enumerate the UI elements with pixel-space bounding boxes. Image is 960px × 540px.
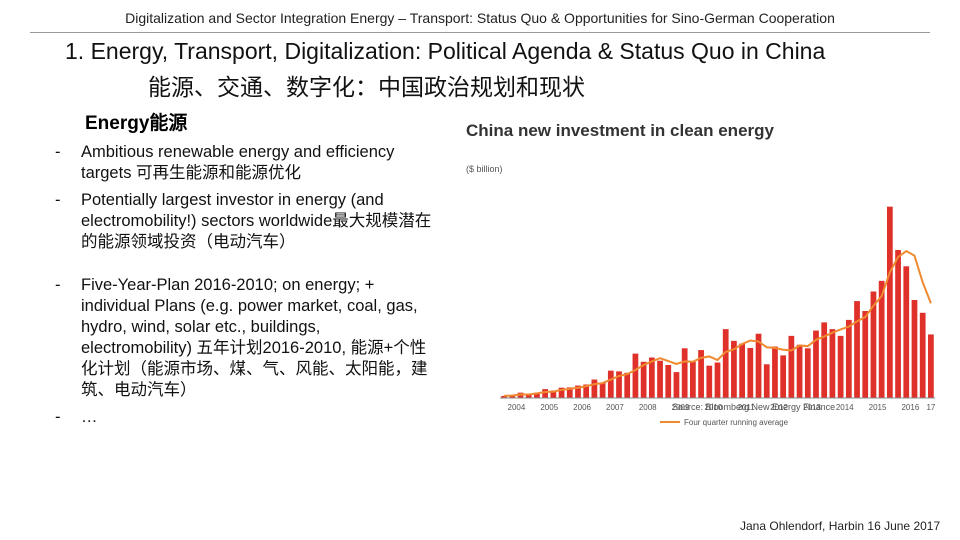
x-tick-label: 2007 <box>606 403 624 412</box>
bullet: … <box>55 407 435 428</box>
bar <box>665 364 672 398</box>
bar <box>509 395 516 398</box>
running-average-line <box>504 249 932 397</box>
bar <box>911 300 918 398</box>
bullet: Five-Year-Plan 2016-2010; on energy; + i… <box>55 275 435 401</box>
bar <box>903 266 910 398</box>
bar <box>870 291 877 398</box>
x-tick-label: 2011 <box>738 403 756 412</box>
x-tick-label: 2012 <box>770 403 788 412</box>
bar <box>657 360 663 398</box>
chart-source: Source: Bloomberg New Energy Finance <box>672 402 835 412</box>
legend-label: Four quarter running average <box>684 418 789 427</box>
bar <box>640 361 647 398</box>
bar <box>739 343 745 398</box>
bar <box>837 335 844 398</box>
bar <box>821 322 828 398</box>
chart-subtitle: ($ billion) <box>466 164 503 174</box>
heading-sub: 能源、交通、数字化：中国政治规划和现状 <box>148 74 585 100</box>
bar <box>575 385 581 398</box>
bar <box>706 365 713 398</box>
bar <box>599 382 606 398</box>
chart-title: China new investment in clean energy <box>466 121 774 140</box>
bar <box>607 370 614 398</box>
bar <box>919 312 926 398</box>
bar <box>632 353 639 398</box>
bar <box>763 364 770 398</box>
header-rule <box>30 32 930 33</box>
bar <box>714 362 721 398</box>
bar <box>747 347 754 398</box>
bar <box>886 206 893 398</box>
section-title: Energy能源 <box>85 113 188 134</box>
bar <box>534 392 540 398</box>
bar <box>780 355 787 398</box>
x-tick-label: 2010 <box>704 403 722 412</box>
x-tick-label: 2004 <box>508 403 526 412</box>
bar <box>854 301 860 398</box>
bar <box>591 379 598 398</box>
bar <box>928 334 934 398</box>
bar <box>845 319 852 398</box>
bar <box>788 335 795 398</box>
heading: 1. Energy, Transport, Digitalization: Po… <box>65 38 826 64</box>
x-tick-label: 2009 <box>672 403 690 412</box>
bar <box>804 348 811 398</box>
bar <box>772 346 778 398</box>
bar <box>796 344 803 398</box>
bar <box>525 393 532 398</box>
bar <box>583 384 590 398</box>
footer: Jana Ohlendorf, Harbin 16 June 2017 <box>740 519 941 533</box>
x-tick-label: 2016 <box>901 403 919 412</box>
bar <box>813 330 819 398</box>
bar <box>895 249 901 398</box>
bar <box>550 390 557 398</box>
x-tick-label: 2013 <box>803 403 821 412</box>
bullet: Ambitious renewable energy and efficienc… <box>55 142 435 184</box>
bar <box>690 361 696 398</box>
x-tick-label: 2005 <box>540 403 558 412</box>
bullet-list: Ambitious renewable energy and efficienc… <box>55 142 435 434</box>
bar <box>558 387 565 398</box>
x-tick-label: 2006 <box>573 403 591 412</box>
bar <box>862 311 869 398</box>
header: Digitalization and Sector Integration En… <box>125 10 835 26</box>
bar <box>501 395 507 398</box>
bar <box>722 329 729 398</box>
x-tick-label: 2008 <box>639 403 657 412</box>
bar <box>542 389 549 398</box>
bar <box>878 280 885 398</box>
bar <box>648 357 655 398</box>
bar <box>681 348 688 398</box>
x-tick-label: 17 <box>926 403 935 412</box>
bar <box>673 372 680 398</box>
bar <box>698 350 704 398</box>
bar <box>731 340 737 398</box>
x-tick-label: 2014 <box>836 403 854 412</box>
bar <box>624 372 631 398</box>
bullet: Potentially largest investor in energy (… <box>55 190 435 253</box>
x-tick-label: 2015 <box>869 403 887 412</box>
bar <box>616 371 622 398</box>
bar <box>755 333 762 398</box>
bar <box>829 329 836 398</box>
bar <box>566 387 573 398</box>
